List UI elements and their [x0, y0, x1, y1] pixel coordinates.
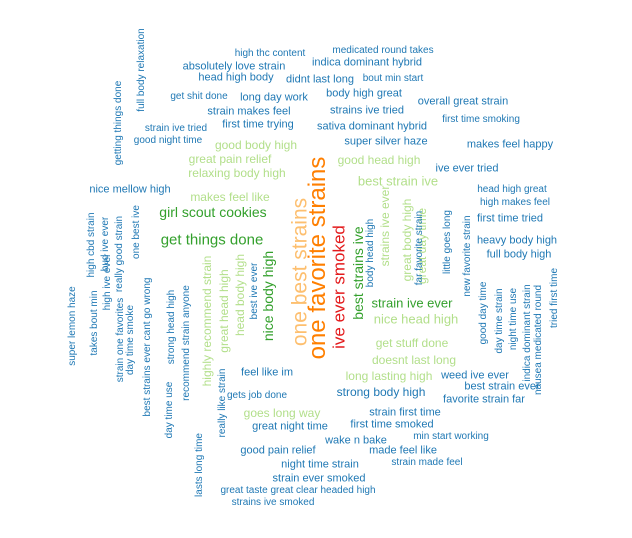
- word: far favorite strain: [414, 210, 425, 286]
- word: good head high: [337, 153, 421, 167]
- word: strain makes feel: [207, 105, 291, 118]
- word: great body high: [400, 198, 414, 282]
- word: good pain relief: [240, 444, 316, 457]
- word: tried first time: [549, 267, 560, 329]
- word: ive ever smoked: [329, 225, 349, 349]
- word: goes long way: [243, 406, 321, 420]
- word: first time trying: [222, 118, 294, 131]
- word: nausea medicated round: [533, 284, 544, 396]
- word: super lemon haze: [67, 286, 78, 366]
- word: makes feel like: [190, 190, 270, 204]
- word: weed ive ever: [441, 369, 509, 382]
- word: gets job done: [226, 390, 288, 401]
- word: night time strain: [281, 458, 359, 471]
- word: overall great strain: [417, 95, 509, 108]
- word: get things done: [160, 231, 264, 249]
- word: takes bout min: [89, 290, 100, 356]
- word: recommend strain anyone: [181, 285, 192, 401]
- word: head high great: [477, 184, 547, 195]
- word: great pain relief: [188, 152, 272, 166]
- word: good day time: [478, 281, 489, 345]
- word: favorite strain far: [443, 393, 525, 406]
- word: super silver haze: [344, 135, 428, 148]
- word: medicated round takes: [332, 45, 434, 56]
- word: highly recommend strain: [200, 255, 214, 387]
- word: first time smoked: [350, 418, 434, 431]
- word: ive ever tried: [435, 162, 499, 175]
- word: head body high: [233, 253, 247, 337]
- word: high cbd strain: [86, 212, 97, 278]
- word: made feel like: [369, 444, 437, 457]
- word: best strain ever: [464, 380, 540, 393]
- word: nice head high: [373, 311, 459, 327]
- word: strains ive smoked: [231, 497, 315, 508]
- word: high makes feel: [479, 197, 551, 208]
- word: makes feel happy: [466, 138, 554, 151]
- word: strong body high: [336, 385, 426, 399]
- word: nice mellow high: [89, 183, 171, 196]
- word: sativa dominant hybrid: [316, 120, 428, 133]
- word: really like strain: [217, 368, 228, 438]
- word: strains ive tried: [330, 104, 404, 117]
- word: full body relaxation: [136, 28, 147, 112]
- word: heavy body high: [476, 234, 558, 247]
- word: body head high: [365, 218, 376, 288]
- word: great head high: [217, 269, 231, 353]
- word: strain ive ever: [371, 295, 453, 311]
- word: long day work: [240, 91, 308, 104]
- word: day time strain: [494, 288, 505, 354]
- word: high thc content: [234, 48, 306, 59]
- word: nice body high: [260, 250, 276, 342]
- word: really good strain: [114, 215, 125, 293]
- word: day time smoke: [125, 304, 136, 376]
- word: good night time: [133, 135, 203, 146]
- word: get shit done: [170, 91, 228, 102]
- word: day time use: [164, 381, 175, 439]
- word: doesnt last long: [371, 353, 457, 367]
- word: absolutely love strain: [182, 60, 286, 73]
- word: night time use: [508, 287, 519, 351]
- word: indica dominant strain: [522, 284, 533, 382]
- word: long lasting high: [345, 369, 433, 383]
- word: getting things done: [113, 80, 124, 166]
- word: bout min start: [362, 73, 424, 84]
- word: high ive ever: [102, 253, 113, 311]
- word: little goes long: [442, 210, 453, 274]
- word: first time tried: [476, 212, 544, 225]
- word: best strain ive: [357, 173, 439, 189]
- word: get stuff done: [375, 336, 449, 350]
- word: head high body: [198, 71, 274, 84]
- word: strain first time: [369, 406, 441, 419]
- word: relaxing body high: [188, 166, 286, 180]
- word: great taste great clear headed high: [220, 485, 376, 496]
- word: strain ive tried: [144, 123, 208, 134]
- word: wake n bake: [325, 434, 387, 447]
- word: best strains ever cant go wrong: [142, 277, 153, 417]
- word: first time smoking: [442, 114, 520, 125]
- word: great night time: [252, 420, 328, 433]
- word: feel like im: [241, 366, 293, 379]
- word: girl scout cookies: [159, 204, 267, 220]
- word: strong head high: [166, 289, 177, 365]
- word: body high great: [326, 87, 402, 100]
- word: strain made feel: [391, 457, 463, 468]
- word: one best strains: [288, 197, 312, 347]
- word: best strains ive: [350, 226, 366, 320]
- word: indica dominant hybrid: [311, 56, 423, 69]
- word: one best ive: [131, 205, 142, 259]
- word: strain ever smoked: [272, 472, 366, 485]
- word: lasts long time: [194, 433, 205, 497]
- word: min start working: [413, 431, 489, 442]
- word: good body high: [214, 138, 298, 152]
- word: full body high: [486, 248, 552, 261]
- word: strains ive ever: [378, 185, 392, 267]
- word: didnt last long: [286, 73, 354, 86]
- word: best ive ever: [249, 262, 260, 320]
- word: new favorite strain: [462, 215, 473, 297]
